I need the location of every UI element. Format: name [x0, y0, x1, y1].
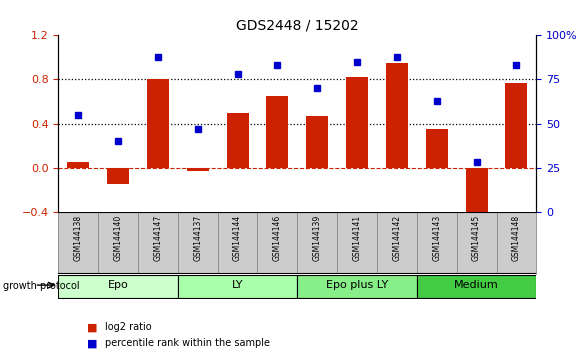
Bar: [456, 212, 497, 274]
Text: GSM144148: GSM144148: [512, 215, 521, 261]
Text: GSM144146: GSM144146: [273, 215, 282, 261]
Text: growth protocol: growth protocol: [3, 281, 79, 291]
Bar: [178, 275, 297, 298]
Bar: [138, 212, 178, 274]
Bar: [266, 96, 289, 168]
Text: GSM144138: GSM144138: [73, 215, 83, 261]
Bar: [505, 83, 528, 168]
Text: GSM144140: GSM144140: [114, 215, 122, 261]
Bar: [346, 77, 368, 168]
Bar: [98, 212, 138, 274]
Text: GSM144147: GSM144147: [153, 215, 163, 261]
Bar: [386, 63, 408, 168]
Bar: [178, 212, 217, 274]
Bar: [297, 275, 417, 298]
Bar: [417, 212, 456, 274]
Bar: [258, 212, 297, 274]
Bar: [306, 116, 328, 168]
Text: GSM144142: GSM144142: [392, 215, 402, 261]
Text: Epo: Epo: [108, 280, 128, 290]
Text: GSM144137: GSM144137: [193, 215, 202, 261]
Text: Epo plus LY: Epo plus LY: [326, 280, 388, 290]
Bar: [58, 275, 178, 298]
Text: GSM144145: GSM144145: [472, 215, 481, 261]
Bar: [227, 113, 248, 168]
Title: GDS2448 / 15202: GDS2448 / 15202: [236, 19, 359, 33]
Bar: [417, 275, 536, 298]
Bar: [67, 162, 89, 168]
Bar: [466, 168, 487, 221]
Bar: [107, 168, 129, 184]
Text: GSM144141: GSM144141: [353, 215, 361, 261]
Bar: [377, 212, 417, 274]
Text: ■: ■: [87, 338, 98, 348]
Text: Medium: Medium: [454, 280, 499, 290]
Bar: [147, 79, 169, 168]
Text: log2 ratio: log2 ratio: [105, 322, 152, 332]
Text: percentile rank within the sample: percentile rank within the sample: [105, 338, 270, 348]
Bar: [426, 129, 448, 168]
Bar: [58, 212, 98, 274]
Text: GSM144143: GSM144143: [432, 215, 441, 261]
Bar: [187, 168, 209, 171]
Text: GSM144139: GSM144139: [312, 215, 322, 261]
Text: ■: ■: [87, 322, 98, 332]
Bar: [217, 212, 258, 274]
Text: GSM144144: GSM144144: [233, 215, 242, 261]
Bar: [337, 212, 377, 274]
Text: LY: LY: [232, 280, 243, 290]
Bar: [497, 212, 536, 274]
Bar: [297, 212, 337, 274]
